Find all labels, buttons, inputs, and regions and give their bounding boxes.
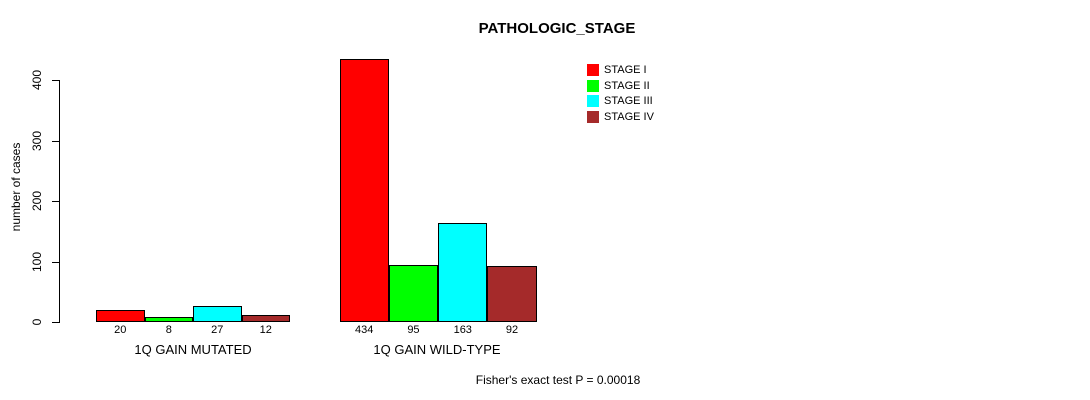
chart-title: PATHOLOGIC_STAGE <box>478 20 636 37</box>
legend-item-stage-iii: STAGE III <box>587 94 654 110</box>
legend-item-stage-ii: STAGE II <box>587 78 654 94</box>
bar-value-label-stage-iv-1q-gain-wild-type: 92 <box>505 324 519 336</box>
annotation-text: Fisher's exact test P = 0.00018 <box>475 373 641 387</box>
bar-stage-i-1q-gain-mutated <box>96 309 145 322</box>
bar-value-label-stage-i-1q-gain-wild-type: 434 <box>354 324 374 336</box>
y-axis-line <box>59 80 60 323</box>
bar-value-label-stage-iii-1q-gain-mutated: 27 <box>211 324 224 336</box>
legend-item-stage-i: STAGE I <box>587 62 654 78</box>
legend-label-stage-ii: STAGE II <box>604 79 650 92</box>
y-axis-tick <box>52 261 59 263</box>
bar-value-label-stage-i-1q-gain-mutated: 20 <box>114 324 127 336</box>
legend: STAGE I STAGE II STAGE III STAGE IV <box>587 62 654 125</box>
bar-value-label-stage-ii-1q-gain-wild-type: 95 <box>407 324 420 336</box>
bar-stage-ii-1q-gain-wild-type <box>388 264 439 322</box>
y-axis-tick <box>52 322 59 323</box>
legend-swatch-stage-ii <box>587 79 599 92</box>
y-axis-tick-label: 0 <box>30 318 44 326</box>
y-axis-label: number of cases <box>9 142 23 232</box>
bar-stage-iii-1q-gain-wild-type <box>438 223 488 322</box>
legend-label-stage-iv: STAGE IV <box>604 111 654 124</box>
legend-swatch-stage-iv <box>587 111 599 124</box>
y-axis-tick <box>52 201 59 202</box>
legend-label-stage-i: STAGE I <box>604 63 647 76</box>
bar-value-label-stage-iv-1q-gain-mutated: 12 <box>259 324 272 336</box>
y-axis-tick-label: 100 <box>30 251 44 272</box>
y-axis-tick-label: 300 <box>30 130 44 151</box>
bar-stage-iii-1q-gain-mutated <box>193 305 242 322</box>
bar-value-label-stage-iii-1q-gain-wild-type: 163 <box>453 324 472 336</box>
legend-swatch-stage-iii <box>587 95 599 108</box>
y-axis-tick <box>52 140 59 142</box>
bar-stage-iv-1q-gain-mutated <box>241 314 290 322</box>
bar-value-label-stage-ii-1q-gain-mutated: 8 <box>165 324 172 336</box>
x-category-label-mutated: 1Q GAIN MUTATED <box>134 342 252 357</box>
x-category-label-wild-type: 1Q GAIN WILD-TYPE <box>373 342 501 357</box>
legend-label-stage-iii: STAGE III <box>604 95 653 108</box>
y-axis-tick <box>52 80 59 81</box>
legend-swatch-stage-i <box>587 63 599 76</box>
y-axis-tick-label: 400 <box>30 69 44 91</box>
y-axis-tick-label: 200 <box>30 190 44 212</box>
bar-stage-i-1q-gain-wild-type <box>339 59 389 322</box>
bar-stage-ii-1q-gain-mutated <box>144 317 193 322</box>
legend-item-stage-iv: STAGE IV <box>587 109 654 125</box>
bar-stage-iv-1q-gain-wild-type <box>487 266 537 322</box>
